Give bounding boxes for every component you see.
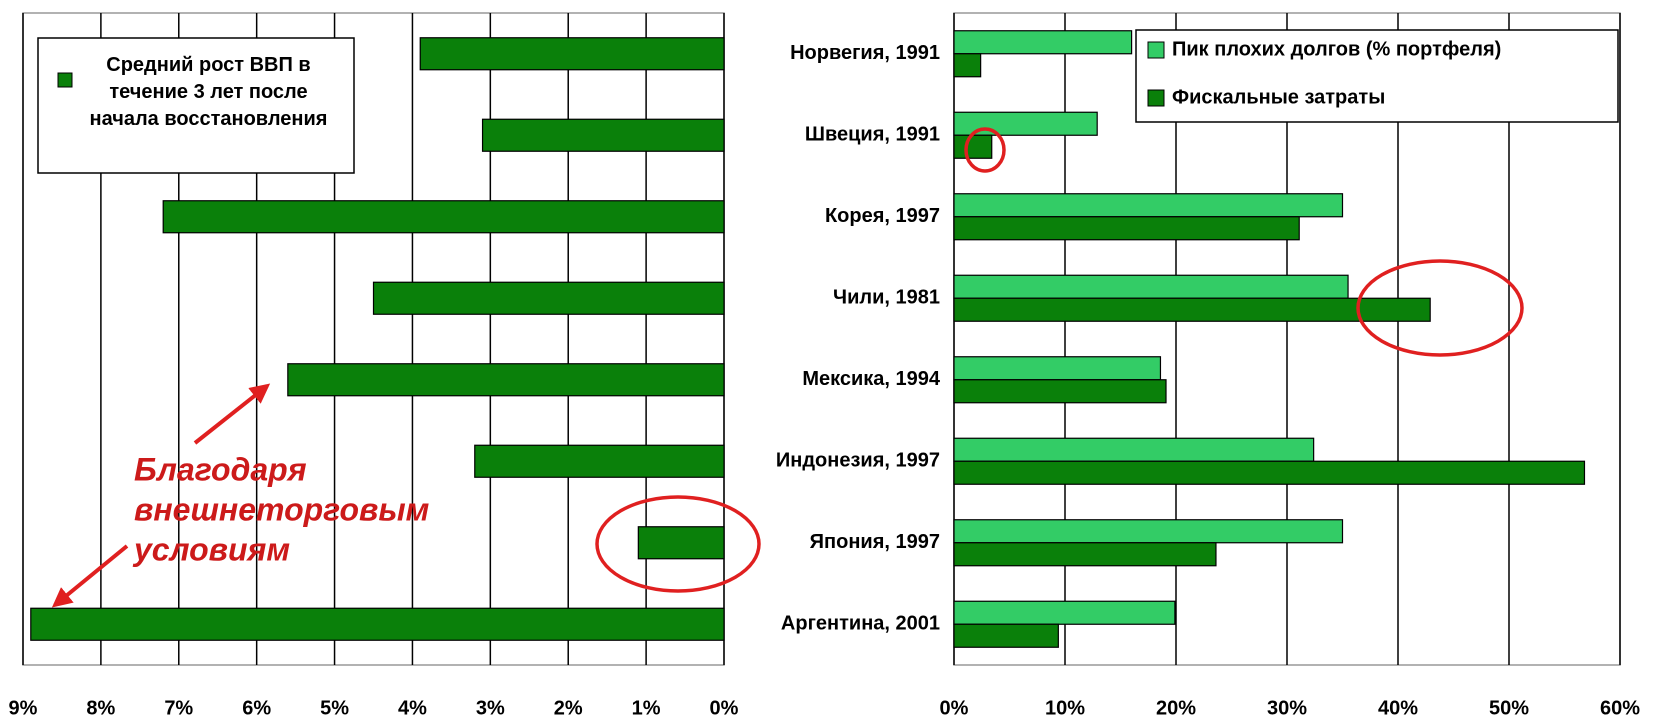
- arrow: [51, 544, 129, 608]
- category-label: Швеция, 1991: [805, 124, 940, 146]
- legend-swatch: [1147, 41, 1165, 59]
- legend-swatch: [57, 72, 73, 88]
- x-tick-label: 7%: [164, 697, 193, 719]
- x-tick-label: 1%: [632, 697, 661, 719]
- bar: [419, 37, 725, 71]
- x-tick-label: 10%: [1045, 697, 1085, 719]
- category-label: Чили, 1981: [833, 287, 940, 309]
- x-tick-label: 3%: [476, 697, 505, 719]
- bar: [953, 216, 1300, 241]
- arrow: [193, 383, 271, 445]
- x-tick-label: 6%: [242, 697, 271, 719]
- legend-box: [1135, 29, 1619, 123]
- x-tick-label: 30%: [1267, 697, 1307, 719]
- bar: [637, 526, 725, 560]
- bar: [287, 363, 725, 397]
- category-label: Корея, 1997: [825, 205, 940, 227]
- x-tick-label: 0%: [940, 697, 969, 719]
- bar: [162, 200, 725, 234]
- highlight: [964, 127, 1006, 173]
- bar: [372, 281, 725, 315]
- x-tick-label: 2%: [554, 697, 583, 719]
- legend-box: [37, 37, 355, 174]
- annotation: Благодаря: [134, 451, 307, 487]
- category-label: Мексика, 1994: [802, 368, 941, 390]
- bar: [953, 437, 1315, 462]
- legend-label: Средний рост ВВП в течение 3 лет после н…: [89, 54, 328, 130]
- legend-swatch: [1147, 89, 1165, 107]
- bar: [953, 297, 1431, 322]
- bar: [953, 623, 1059, 648]
- bar: [953, 542, 1217, 567]
- x-tick-label: 50%: [1489, 697, 1529, 719]
- x-tick-label: 0%: [710, 697, 739, 719]
- x-tick-label: 20%: [1156, 697, 1196, 719]
- bar: [953, 600, 1176, 625]
- x-tick-label: 5%: [320, 697, 349, 719]
- x-tick-label: 40%: [1378, 697, 1418, 719]
- category-label: Япония, 1997: [810, 531, 940, 553]
- bar: [953, 379, 1167, 404]
- highlight: [1356, 259, 1524, 357]
- bar: [474, 444, 725, 478]
- annotation: внешнеторговым: [134, 491, 430, 527]
- bar: [953, 519, 1344, 544]
- bar: [481, 118, 725, 152]
- bar: [953, 274, 1349, 299]
- bar: [953, 134, 993, 159]
- highlight: [595, 495, 761, 593]
- bar: [953, 460, 1586, 485]
- legend-text-box: Средний рост ВВП в течение 3 лет после н…: [89, 54, 328, 130]
- x-tick-label: 4%: [398, 697, 427, 719]
- bar: [953, 30, 1133, 55]
- category-label: Аргентина, 2001: [781, 613, 940, 635]
- annotation: условиям: [132, 531, 290, 567]
- x-tick-label: 9%: [9, 697, 38, 719]
- bar: [30, 607, 725, 641]
- category-label: Норвегия, 1991: [790, 42, 940, 64]
- bar: [953, 53, 982, 78]
- x-tick-label: 8%: [86, 697, 115, 719]
- bar: [953, 356, 1162, 381]
- x-tick-label: 60%: [1600, 697, 1640, 719]
- category-label: Индонезия, 1997: [776, 450, 940, 472]
- bar: [953, 193, 1344, 218]
- legend-label: Фискальные затраты: [1172, 86, 1385, 108]
- legend-label: Пик плохих долгов (% портфеля): [1172, 38, 1501, 60]
